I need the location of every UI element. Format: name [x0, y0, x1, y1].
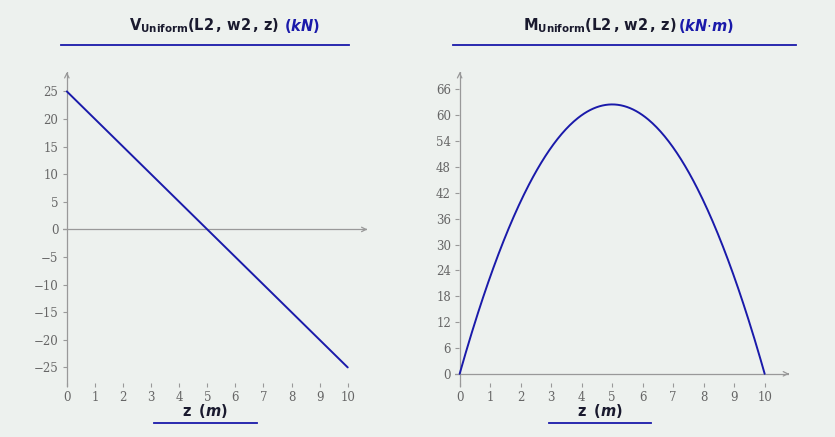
Text: $\mathbf{z}$$\;\;$$\boldsymbol{(m)}$: $\mathbf{z}$$\;\;$$\boldsymbol{(m)}$ — [577, 402, 622, 420]
Text: $\mathbf{V}_{\mathbf{Uniform}}\mathbf{(L2\,,\,w2\,,\,z)}$: $\mathbf{V}_{\mathbf{Uniform}}\mathbf{(L… — [129, 16, 280, 35]
Text: $\mathbf{z}$$\;\;$$\boldsymbol{(m)}$: $\mathbf{z}$$\;\;$$\boldsymbol{(m)}$ — [182, 402, 227, 420]
Text: $\boldsymbol{(kN)}$: $\boldsymbol{(kN)}$ — [284, 17, 320, 35]
Text: $\boldsymbol{(kN{\cdot}m)}$: $\boldsymbol{(kN{\cdot}m)}$ — [678, 17, 734, 35]
Text: $\mathbf{M}_{\mathbf{Uniform}}\mathbf{(L2\,,\,w2\,,\,z)}$: $\mathbf{M}_{\mathbf{Uniform}}\mathbf{(L… — [523, 16, 676, 35]
